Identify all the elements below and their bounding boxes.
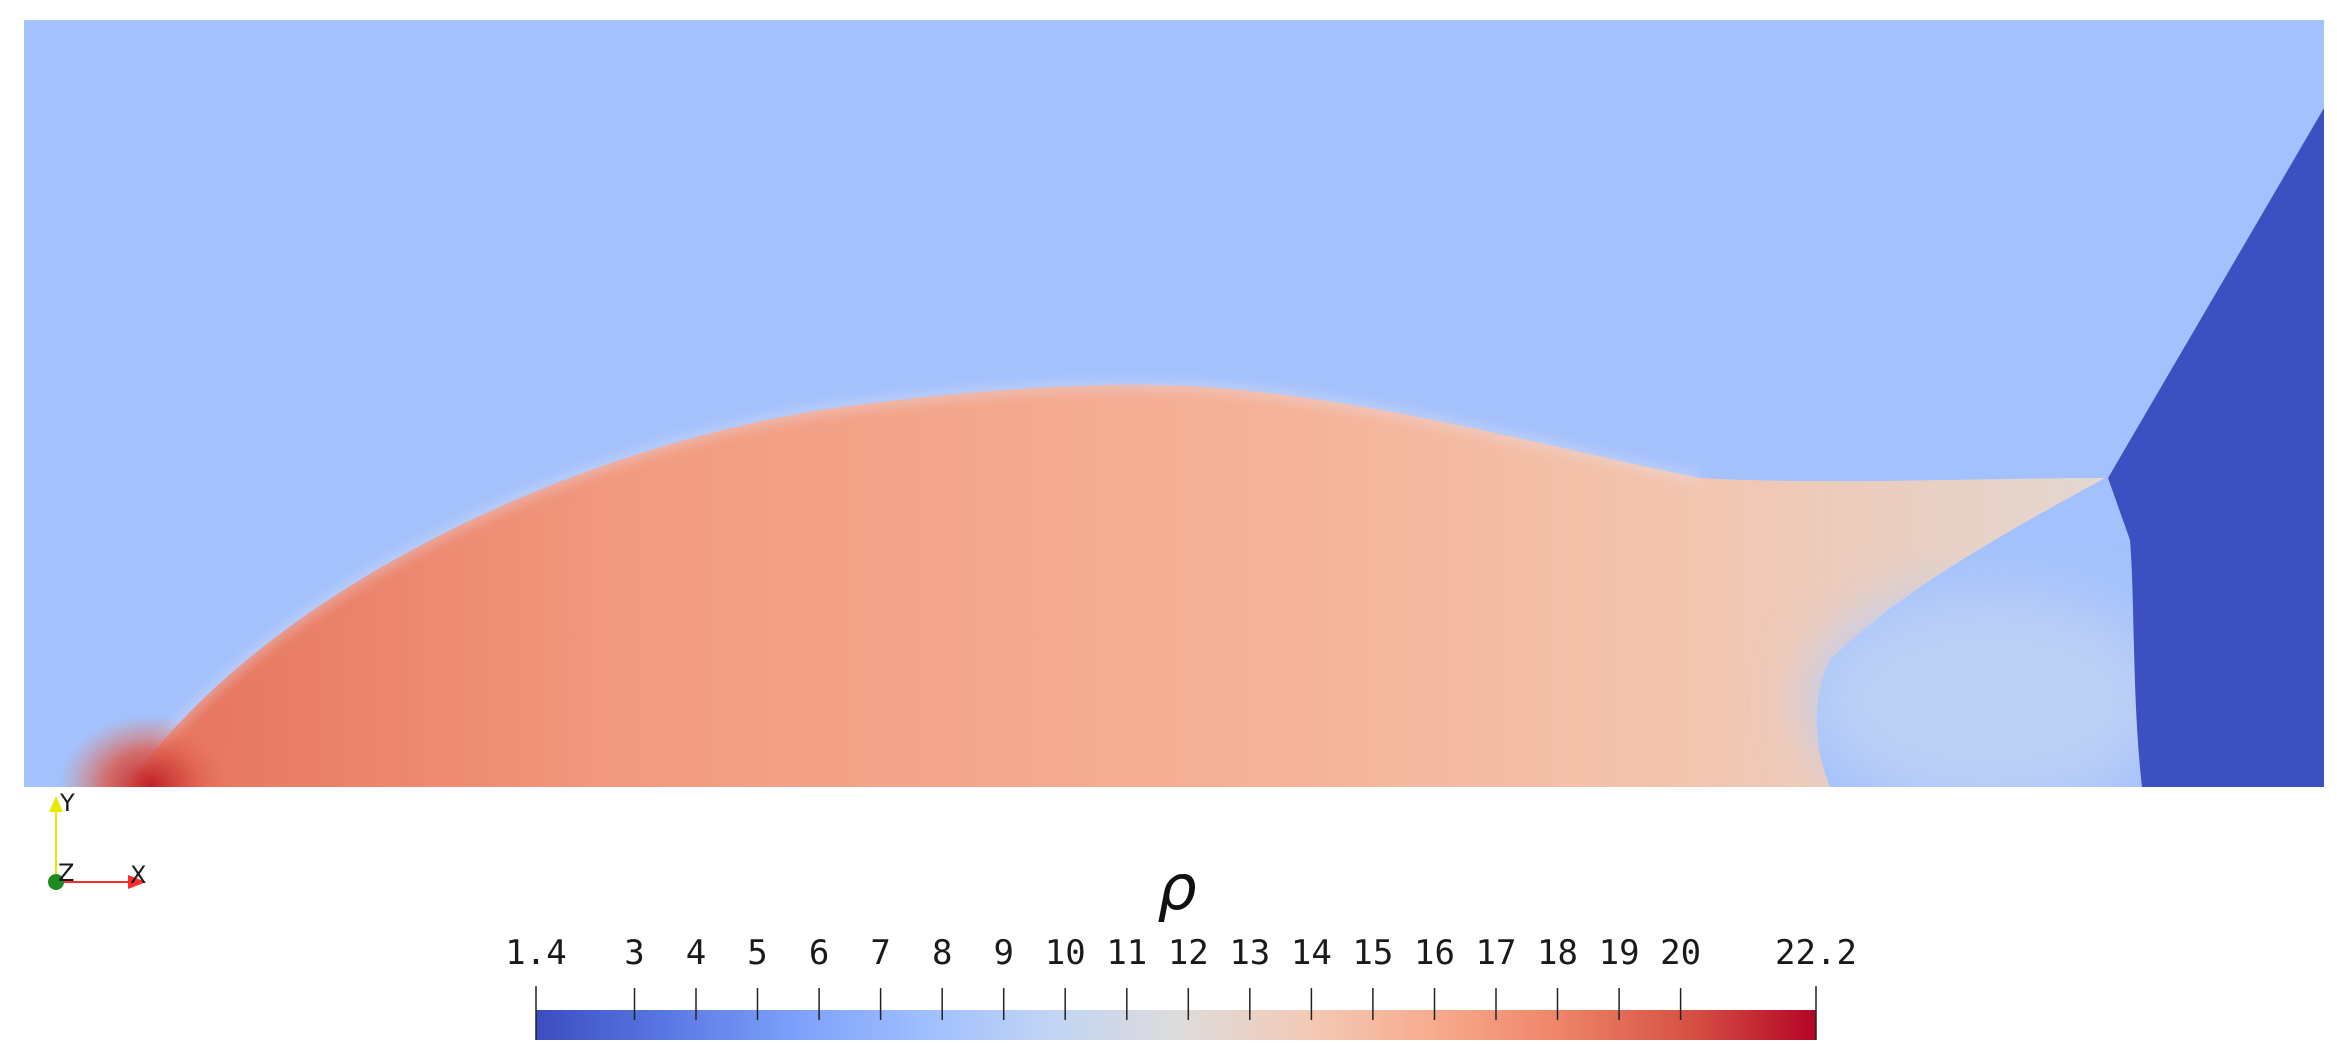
colorbar-tick-label: 19 [1599,933,1640,973]
colorbar-tick-label: 18 [1537,933,1578,973]
wake-region [1810,590,2170,787]
x-axis-arrowhead [128,875,146,889]
colorbar-tick-label: 13 [1229,933,1270,973]
colorbar-tick-label: 17 [1476,933,1517,973]
colorbar-tick-label: 14 [1291,933,1332,973]
colorbar-tick-label: 15 [1352,933,1393,973]
colorbar-tick-label: 1.4 [505,933,566,973]
bow-shock-front [125,381,1701,787]
colorbar-tick-label: 4 [686,933,706,973]
colorbar-tick-label: 8 [932,933,952,973]
orientation-axes: Y Z X [48,789,146,890]
z-axis-label: Z [58,859,74,887]
colorbar-tick-label: 5 [747,933,767,973]
y-axis-label: Y [59,789,75,817]
colorbar-tick-label: 10 [1045,933,1086,973]
colorbar-title: ρ [1157,851,1196,924]
z-axis-origin-dot [48,874,64,890]
colorbar-tick-marks [535,986,1817,1040]
color-legend: ρ 1.4 3 4 5 6 7 8 9 10 11 12 13 14 15 16 17 18 19 20 22.2 [505,851,1857,1040]
colorbar-tick-label: 22.2 [1775,933,1857,973]
expansion-region [2108,108,2324,787]
colorbar-tick-label: 3 [624,933,644,973]
shock-layer-region [128,384,2105,787]
colorbar-tick-label: 20 [1660,933,1701,973]
colorbar-tick-label: 6 [809,933,829,973]
colorbar-tick-label: 9 [993,933,1013,973]
density-field [24,20,2324,787]
y-axis-arrowhead [49,796,63,812]
x-axis-label: X [130,861,146,889]
colorbar-tick-label: 11 [1106,933,1147,973]
colorbar-tick-label: 7 [870,933,890,973]
colorbar [536,1010,1816,1040]
colorbar-tick-label: 12 [1168,933,1209,973]
colorbar-tick-label: 16 [1414,933,1455,973]
colorbar-tick-labels: 1.4 3 4 5 6 7 8 9 10 11 12 13 14 15 16 17 18 19 20 22.2 [505,933,1857,973]
stagnation-point [60,715,240,787]
